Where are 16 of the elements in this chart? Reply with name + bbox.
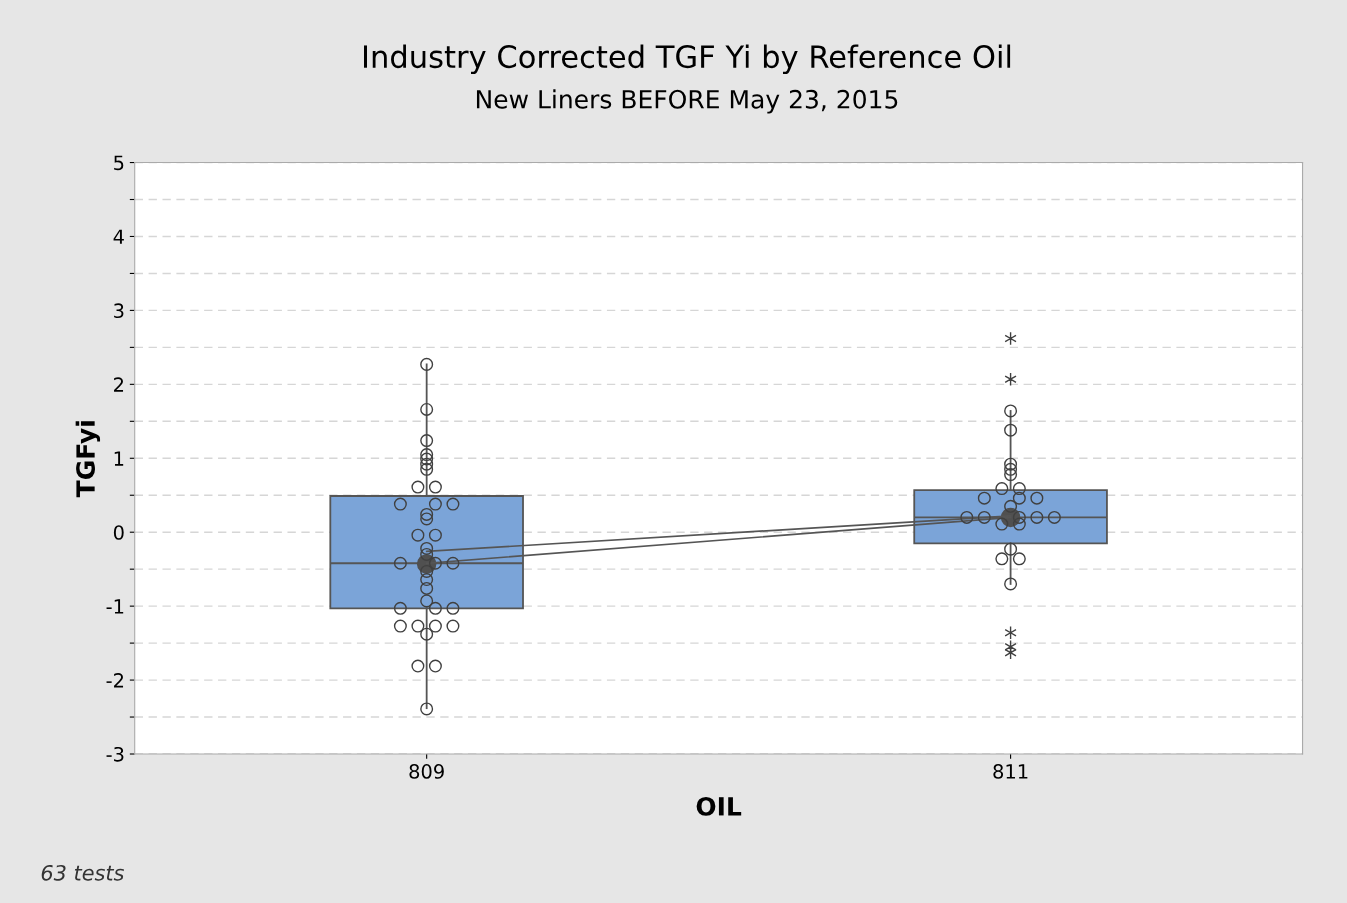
chart-title: Industry Corrected TGF Yi by Reference Oil bbox=[363, 44, 1011, 75]
y-tick-label: 3 bbox=[114, 303, 124, 319]
y-tick-label: -3 bbox=[106, 746, 124, 762]
text: 63 tests bbox=[41, 864, 124, 881]
x-tick-label: 811 bbox=[993, 764, 1028, 779]
y-tick-label: -2 bbox=[106, 673, 124, 688]
y-tick-label: 0 bbox=[113, 525, 124, 540]
x-axis-title: OIL bbox=[696, 796, 742, 816]
y-tick-label: -1 bbox=[106, 599, 124, 614]
x-tick-label: 809 bbox=[409, 764, 444, 779]
chart-subtitle: New Liners BEFORE May 23, 2015 bbox=[476, 89, 898, 114]
y-tick-label: 1 bbox=[114, 451, 124, 466]
y-axis-title: TGFyi bbox=[75, 421, 101, 498]
y-tick-label: 4 bbox=[113, 229, 124, 244]
y-tick-label: 5 bbox=[114, 155, 124, 171]
y-tick-label: 2 bbox=[114, 377, 124, 392]
